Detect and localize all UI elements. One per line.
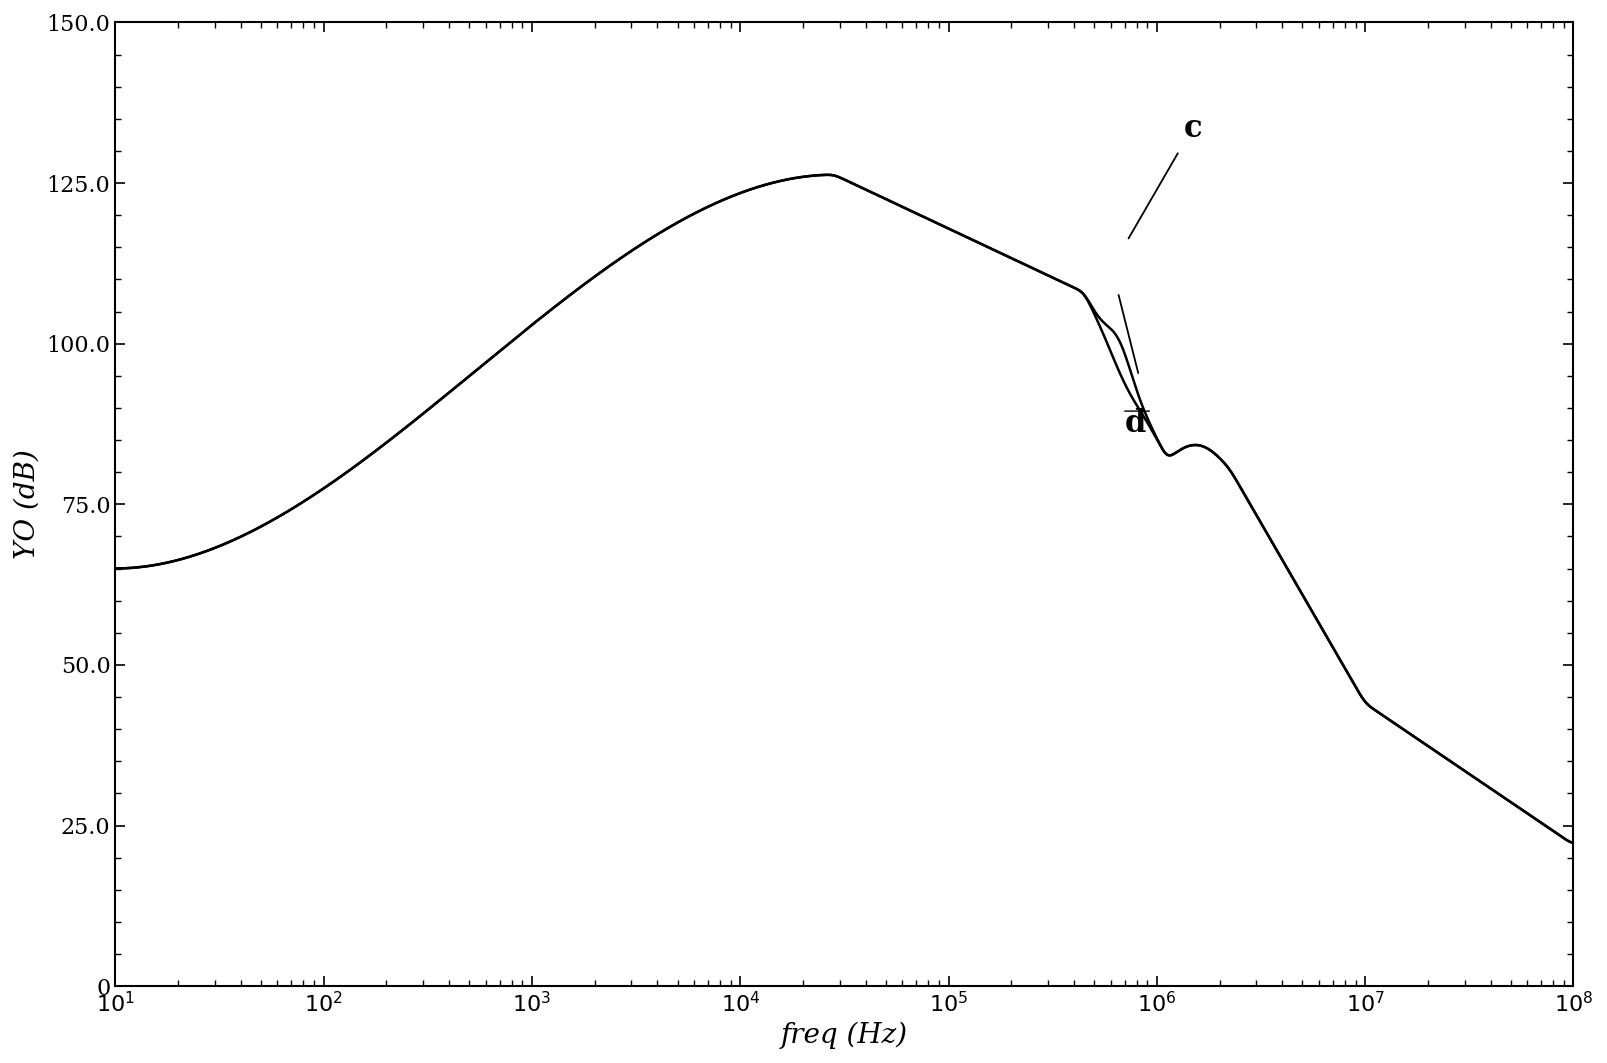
X-axis label: freq (Hz): freq (Hz) bbox=[781, 1022, 908, 1049]
Text: d: d bbox=[1125, 408, 1146, 439]
Y-axis label: YO (dB): YO (dB) bbox=[14, 450, 40, 559]
Text: c: c bbox=[1184, 114, 1202, 145]
